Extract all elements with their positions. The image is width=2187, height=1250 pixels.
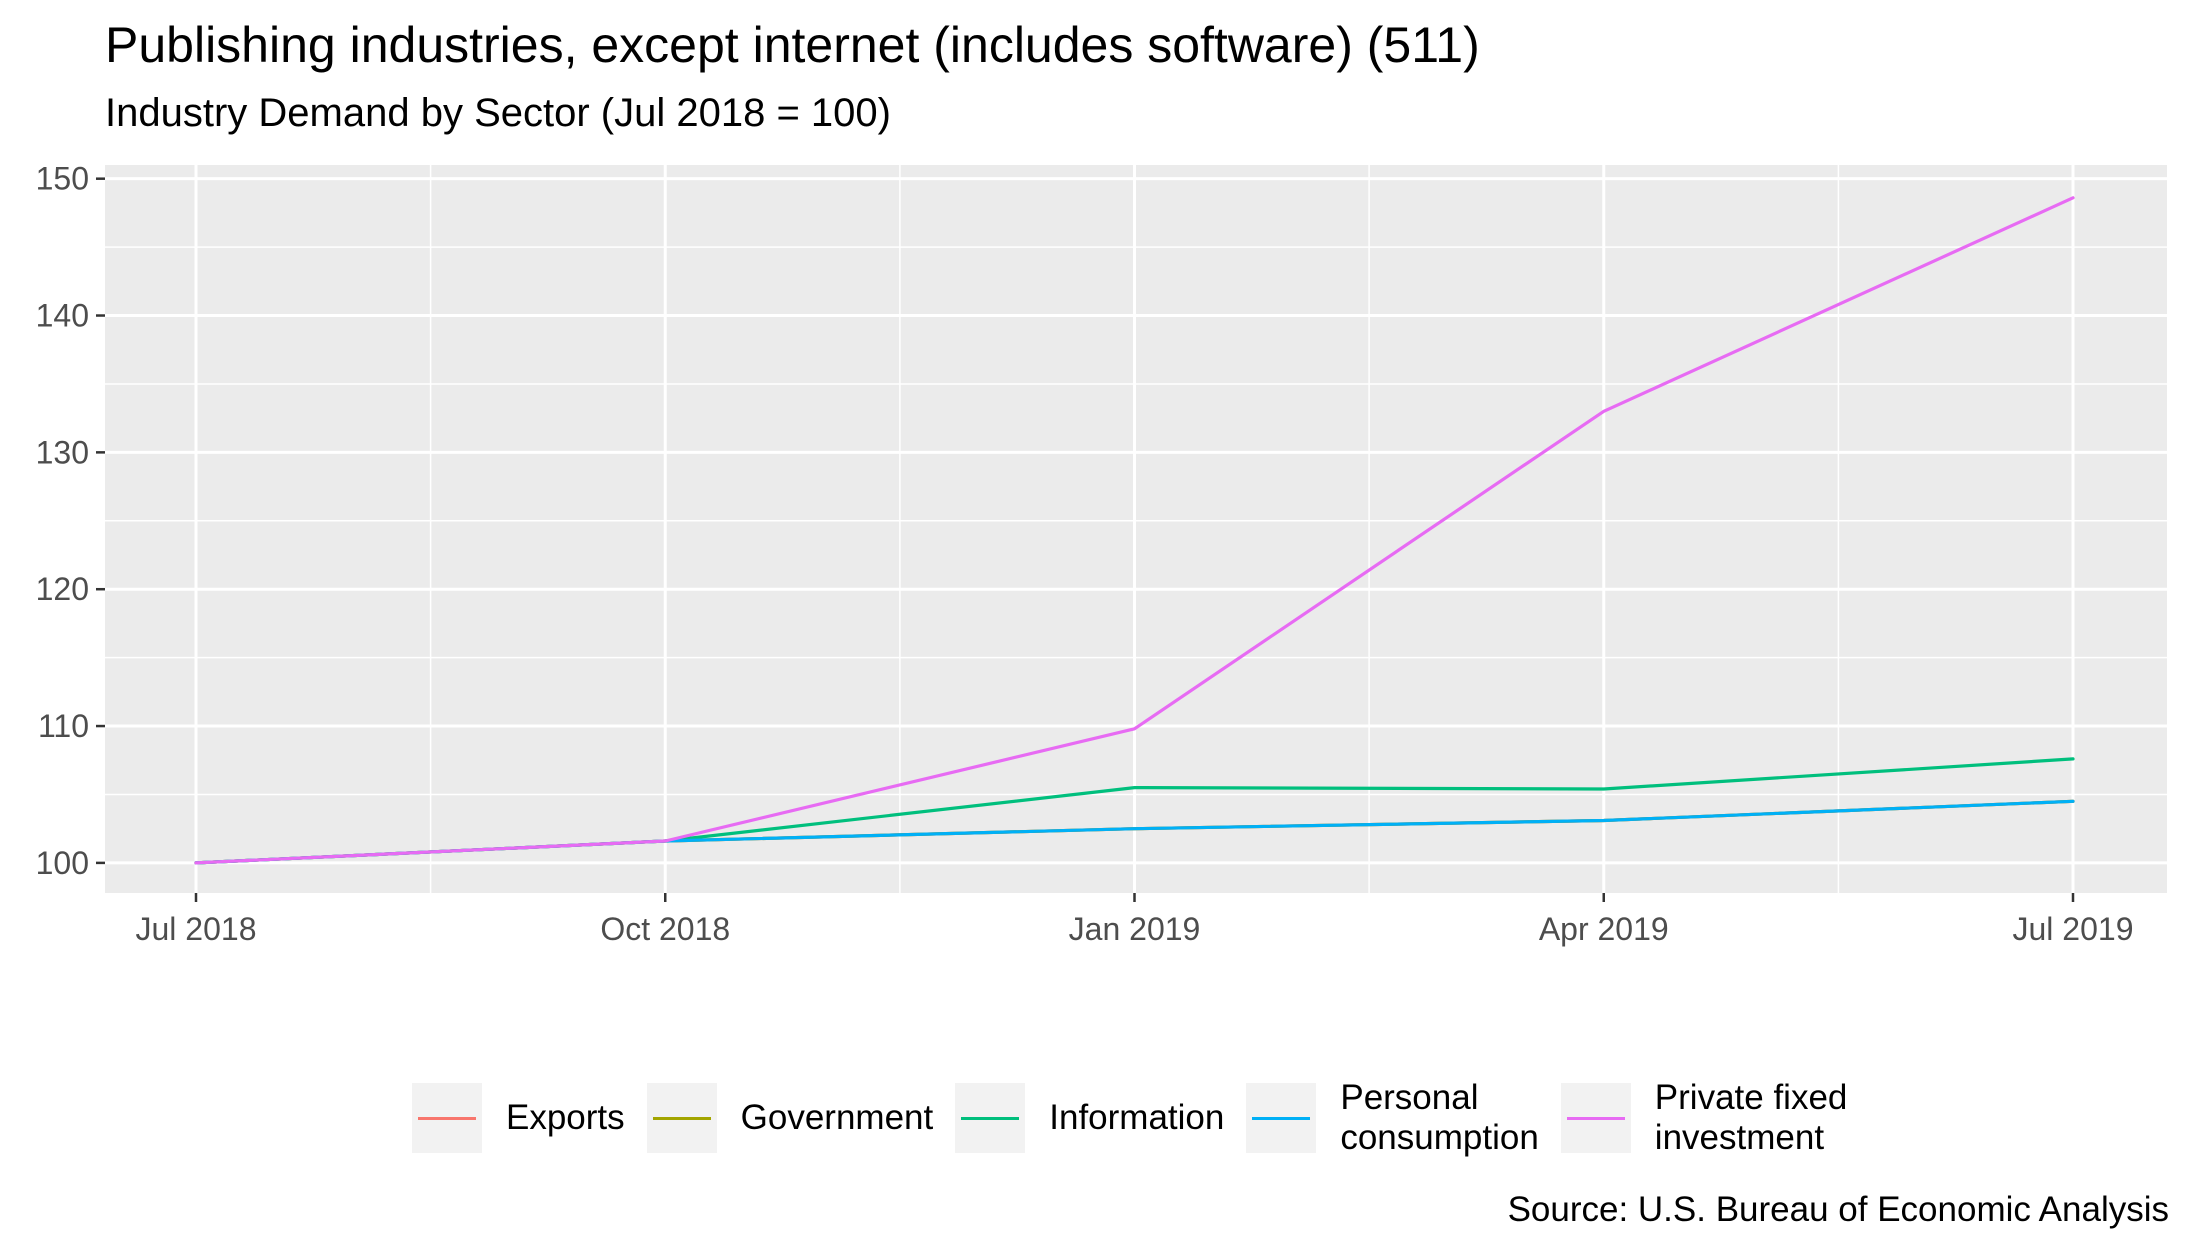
legend-item-government: Government bbox=[646, 1083, 934, 1153]
legend-label: Government bbox=[740, 1098, 934, 1137]
legend-label: Private fixed investment bbox=[1654, 1078, 1848, 1157]
y-tick-label: 130 bbox=[36, 434, 89, 470]
y-tick-label: 120 bbox=[36, 571, 89, 607]
y-tick-label: 100 bbox=[36, 845, 89, 881]
legend-item-private-fixed-investment: Private fixed investment bbox=[1560, 1078, 1848, 1158]
chart-title: Publishing industries, except internet (… bbox=[105, 17, 1480, 73]
legend-label: Exports bbox=[506, 1098, 625, 1137]
major-gridlines bbox=[105, 165, 2167, 893]
y-tick-label: 110 bbox=[38, 708, 89, 744]
legend-key bbox=[412, 1083, 482, 1153]
legend-swatch bbox=[418, 1117, 476, 1120]
x-tick-label: Jul 2019 bbox=[2013, 911, 2134, 947]
x-tick-label: Apr 2019 bbox=[1539, 911, 1669, 947]
legend-swatch bbox=[961, 1117, 1020, 1120]
legend-swatch bbox=[652, 1117, 711, 1120]
legend-swatch bbox=[1252, 1117, 1311, 1120]
legend-item-personal-consumption: Personal consumption bbox=[1246, 1078, 1539, 1158]
y-axis: 100 110 120 130 140 150 bbox=[36, 161, 105, 881]
legend-label: Personal consumption bbox=[1340, 1078, 1539, 1157]
x-tick-label: Oct 2018 bbox=[600, 911, 730, 947]
x-axis: Jul 2018 Oct 2018 Jan 2019 Apr 2019 Jul 2019 bbox=[136, 893, 2134, 947]
series-line-private-fixed-investment bbox=[194, 196, 2075, 865]
legend-key bbox=[1560, 1083, 1631, 1153]
legend-key bbox=[955, 1083, 1026, 1153]
series-lines bbox=[194, 196, 2075, 865]
legend-key bbox=[1246, 1083, 1317, 1153]
legend-label: Information bbox=[1049, 1098, 1225, 1137]
legend-key bbox=[646, 1083, 717, 1153]
y-tick-label: 150 bbox=[36, 161, 89, 197]
x-tick-label: Jul 2018 bbox=[136, 911, 257, 947]
legend-swatch bbox=[1566, 1117, 1625, 1120]
legend-item-exports: Exports bbox=[412, 1083, 625, 1153]
y-tick-label: 140 bbox=[36, 298, 89, 334]
source-note: Source: U.S. Bureau of Economic Analysis bbox=[1507, 1190, 2169, 1229]
chart-subtitle: Industry Demand by Sector (Jul 2018 = 10… bbox=[105, 91, 891, 135]
line-chart: 100 110 120 130 140 150 Jul 2018 Oct 2018 Jan 2… bbox=[36, 161, 2167, 947]
x-tick-label: Jan 2019 bbox=[1069, 911, 1201, 947]
legend-item-information: Information bbox=[955, 1083, 1224, 1153]
legend: Exports Government Information Personal con… bbox=[412, 1068, 1869, 1168]
